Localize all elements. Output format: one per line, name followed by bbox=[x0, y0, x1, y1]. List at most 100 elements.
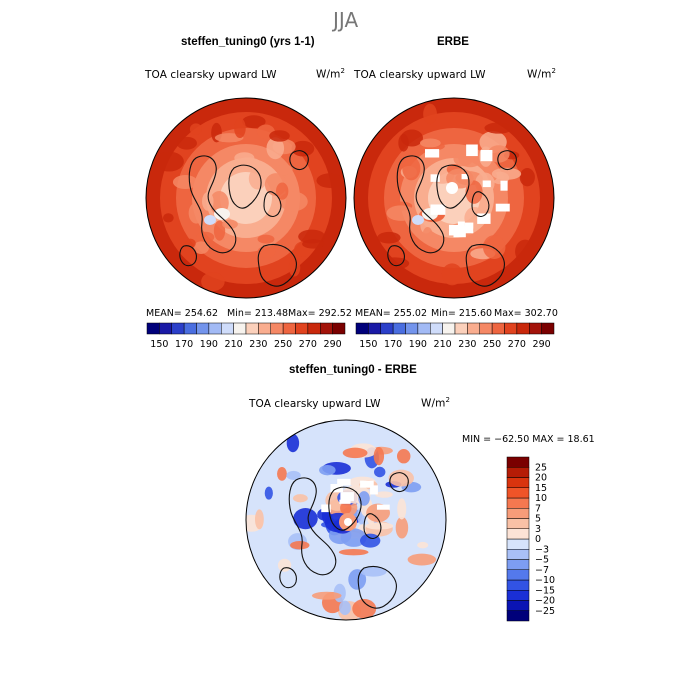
missing-data-patch bbox=[321, 504, 331, 513]
coastline bbox=[357, 565, 397, 609]
missing-data-patch bbox=[424, 149, 440, 158]
season-title: JJA bbox=[333, 8, 359, 32]
colorbar-tick-label: 25 bbox=[535, 462, 547, 473]
field-patch bbox=[189, 123, 202, 135]
colorbar-tick-label: 230 bbox=[458, 339, 476, 350]
missing-data-patch bbox=[339, 499, 351, 504]
colorbar-tick-label: 290 bbox=[533, 339, 551, 350]
colorbar-tick-label: 210 bbox=[434, 339, 452, 350]
colorbar-swatch bbox=[442, 322, 456, 335]
coastline bbox=[471, 191, 490, 217]
field-patch bbox=[441, 263, 463, 286]
field-patch bbox=[423, 103, 437, 125]
panel1-max: Max= 292.52 bbox=[288, 308, 352, 319]
colorbar-swatch bbox=[506, 590, 530, 601]
panel3-units: W/m2 bbox=[421, 396, 451, 410]
coastline bbox=[328, 486, 362, 531]
missing-data-patch bbox=[453, 225, 466, 238]
field-patch bbox=[412, 215, 424, 225]
field-patch bbox=[491, 167, 522, 180]
field-patch bbox=[193, 241, 209, 254]
colorbar-tick-label: 290 bbox=[324, 339, 342, 350]
colorbar-swatch bbox=[506, 549, 530, 560]
colorbar-tick-label: 7 bbox=[535, 503, 541, 514]
field-patch bbox=[515, 239, 536, 264]
panel-title-erbe: ERBE bbox=[437, 36, 469, 48]
panel2-variable-label: TOA clearsky upward LW bbox=[354, 69, 486, 81]
field-patch bbox=[293, 508, 318, 530]
colorbar-swatch bbox=[295, 322, 309, 335]
field-patch bbox=[234, 152, 255, 164]
field-patch bbox=[204, 215, 216, 225]
missing-data-patch bbox=[495, 203, 510, 212]
panel-title-model: steffen_tuning0 (yrs 1-1) bbox=[181, 36, 315, 48]
field-patch bbox=[154, 151, 184, 172]
coastline bbox=[363, 513, 382, 539]
field-patch bbox=[277, 467, 287, 481]
missing-data-patch bbox=[466, 144, 478, 157]
colorbar-swatch bbox=[506, 508, 530, 519]
field-patch bbox=[352, 598, 377, 619]
field-patch bbox=[402, 156, 421, 181]
field-patch bbox=[277, 558, 292, 572]
field-patch bbox=[266, 137, 285, 160]
panel3-minmax: MIN = −62.50 MAX = 18.61 bbox=[462, 434, 595, 445]
field-patch bbox=[348, 569, 367, 590]
colorbar-tick-label: 190 bbox=[409, 339, 427, 350]
map-boundary bbox=[245, 419, 447, 621]
colorbar-swatch bbox=[504, 322, 518, 335]
map-boundary bbox=[353, 97, 555, 299]
colorbar-swatch bbox=[258, 322, 271, 335]
field-patch bbox=[484, 122, 513, 134]
colorbar-swatch bbox=[159, 322, 172, 335]
panel1-variable-label: TOA clearsky upward LW bbox=[145, 69, 277, 81]
colorbar-swatch bbox=[454, 322, 468, 335]
field-patch bbox=[465, 180, 483, 204]
colorbar-swatch bbox=[506, 538, 530, 550]
missing-data-patch bbox=[370, 485, 378, 495]
coastline bbox=[257, 243, 297, 287]
field-patch bbox=[419, 138, 441, 148]
colorbar-tick-label: 250 bbox=[483, 339, 501, 350]
field-patch bbox=[257, 234, 275, 244]
field-patch bbox=[395, 516, 409, 539]
field-patch bbox=[286, 470, 301, 480]
polar-map-erbe bbox=[353, 97, 555, 299]
field-patch bbox=[269, 130, 290, 142]
missing-data-patch bbox=[360, 480, 374, 488]
panel2-units: W/m2 bbox=[527, 67, 557, 81]
panel3-variable-label: TOA clearsky upward LW bbox=[249, 398, 381, 410]
colorbar-tick-label: 150 bbox=[359, 339, 377, 350]
field-patch bbox=[360, 533, 381, 548]
colorbar-swatch bbox=[506, 456, 530, 468]
missing-data-patch bbox=[430, 174, 440, 182]
colorbar-swatch bbox=[307, 322, 321, 335]
field-patch bbox=[276, 182, 289, 200]
colorbar-swatch bbox=[233, 322, 247, 335]
colorbar-swatch bbox=[491, 322, 505, 335]
colorbar-tick-label: 0 bbox=[535, 534, 541, 545]
field-patch bbox=[374, 466, 386, 478]
colorbar-tick-label: 3 bbox=[535, 524, 541, 535]
coastline bbox=[389, 472, 409, 493]
field-patch bbox=[365, 522, 394, 530]
colorbar-swatch bbox=[332, 322, 346, 335]
panel2-min: Min= 215.60 bbox=[431, 308, 493, 319]
colorbar-tick-label: 170 bbox=[175, 339, 193, 350]
field-patch bbox=[275, 164, 293, 176]
colorbar-tick-label: 5 bbox=[535, 514, 541, 525]
colorbar-swatch bbox=[506, 467, 530, 478]
field-patch bbox=[339, 600, 351, 616]
field-patch bbox=[242, 115, 266, 129]
colorbar-swatch bbox=[541, 322, 555, 335]
colorbar-tick-label: 170 bbox=[384, 339, 402, 350]
colorbar-swatch bbox=[506, 497, 530, 509]
colorbar-tick-label: −15 bbox=[535, 585, 555, 596]
field-patch bbox=[360, 566, 387, 577]
field-patch bbox=[340, 501, 352, 515]
missing-data-patch bbox=[482, 180, 491, 188]
field-patch bbox=[342, 447, 368, 459]
field-patch bbox=[201, 272, 225, 292]
panel1-mean: MEAN= 254.62 bbox=[146, 308, 219, 319]
coastline bbox=[497, 150, 517, 171]
